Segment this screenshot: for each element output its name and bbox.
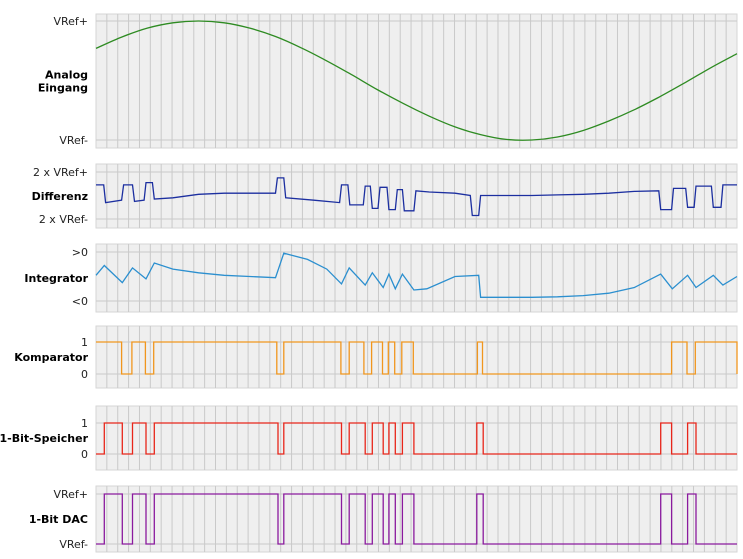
tick-label-top: >0 [72,246,88,259]
series-line-2 [96,177,737,217]
series-line-3 [95,252,738,298]
panel-label: 1-Bit-Speicher [0,432,89,445]
series-line-4 [96,341,738,375]
plot-background [95,243,738,313]
tick-label-top: VRef+ [53,488,88,501]
panel-2: 2 x VRef+ 2 x VRef- Differenz [32,163,738,229]
panel-label: Differenz [32,190,88,203]
series-line-5 [96,422,737,455]
panel-label: Eingang [38,82,88,95]
tick-label-top: 2 x VRef+ [33,166,88,179]
tick-label-bottom: 2 x VRef- [39,213,88,226]
panel-label: Komparator [14,351,88,364]
tick-label-top: 1 [81,336,88,349]
tick-label-top: VRef+ [53,15,88,28]
tick-label-bottom: VRef- [59,134,88,147]
plot-background [95,13,738,149]
panel-6: VRef+ VRef- 1-Bit DAC [29,485,738,553]
panel-4: 1 0 Komparator [14,325,738,389]
panel-label: 1-Bit DAC [29,513,88,526]
series-line-1 [95,20,738,141]
series-line-6 [96,493,737,545]
plot-background [95,163,738,229]
tick-label-top: 1 [81,417,88,430]
panel-3: >0 <0 Integrator [24,243,738,313]
plot-background [95,325,738,389]
tick-label-bottom: 0 [81,448,88,461]
plot-background [95,485,738,553]
panel-label: Integrator [24,272,88,285]
panel-5: 1 0 1-Bit-Speicher [0,405,738,471]
plot-background [95,405,738,471]
tick-label-bottom: 0 [81,368,88,381]
panel-label: Analog [45,69,88,82]
tick-label-bottom: <0 [72,295,88,308]
tick-label-bottom: VRef- [59,538,88,551]
